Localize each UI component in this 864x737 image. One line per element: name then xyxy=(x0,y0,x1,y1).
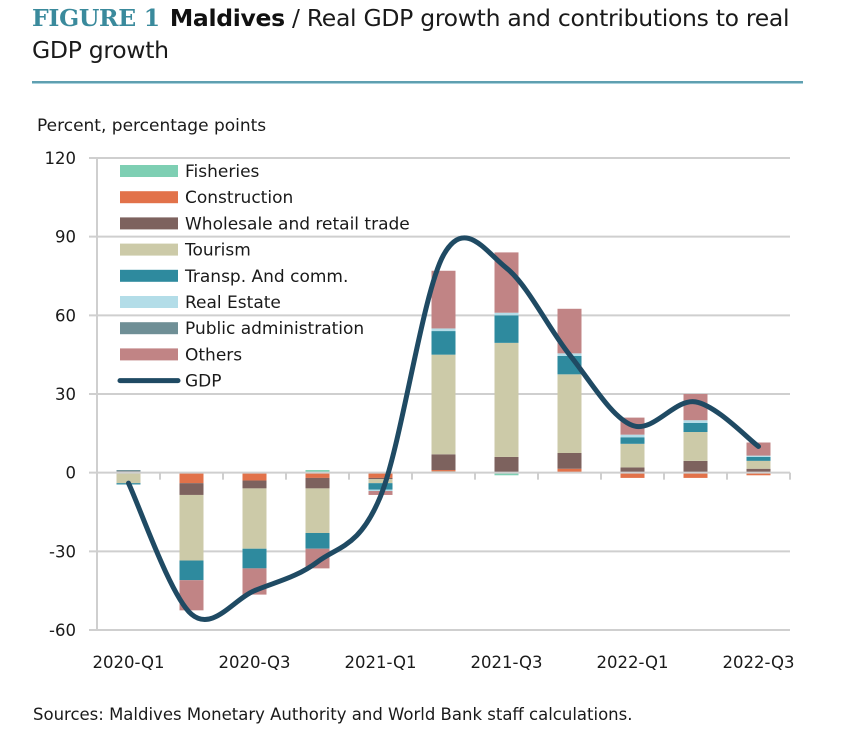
legend-label: Construction xyxy=(185,188,293,208)
legend-label: Wholesale and retail trade xyxy=(185,214,410,234)
bar-segment xyxy=(494,472,519,476)
y-axis-units: Percent, percentage points xyxy=(37,116,267,136)
bar-segment xyxy=(179,494,204,561)
bar-segment xyxy=(242,480,267,489)
y-tick-labels: 120 90 60 30 0 -30 -60 xyxy=(45,149,77,640)
legend-label: Others xyxy=(185,345,242,365)
legend-label: Transp. And comm. xyxy=(184,267,348,287)
y-tick-label: 120 xyxy=(45,149,77,168)
bar-segment xyxy=(179,472,204,484)
legend-swatch xyxy=(120,191,178,204)
bar-segment xyxy=(116,472,141,484)
bar-segment xyxy=(557,468,582,473)
x-tick-label: 2022-Q3 xyxy=(722,653,794,672)
bar-segment xyxy=(746,456,771,461)
bar-segment xyxy=(620,467,645,473)
x-tick-labels: 2020-Q1 2020-Q3 2021-Q1 2021-Q3 2022-Q1 2022-… xyxy=(92,653,794,672)
legend-swatch xyxy=(120,243,178,256)
x-tick-label: 2021-Q3 xyxy=(470,653,542,672)
axes xyxy=(89,158,791,630)
figure-subtitle: Real GDP growth and contributions to rea… xyxy=(32,4,790,64)
bar-segment xyxy=(746,442,771,456)
bar-segment xyxy=(368,477,393,480)
bar-segment xyxy=(683,420,708,423)
legend-label: Fisheries xyxy=(185,162,260,182)
bar-segment xyxy=(683,432,708,461)
bar-segment xyxy=(494,315,519,343)
bar-segment xyxy=(305,477,330,489)
bar-segment xyxy=(431,331,456,355)
bar-segment xyxy=(557,453,582,469)
legend-label: Real Estate xyxy=(185,293,281,313)
bar-segment xyxy=(494,456,519,473)
figure-country: Maldives xyxy=(169,4,285,32)
legend-label: GDP xyxy=(185,372,222,392)
x-tick-label: 2020-Q1 xyxy=(92,653,164,672)
y-tick-label: 30 xyxy=(55,385,76,404)
bar-segment xyxy=(179,560,204,581)
bar-segment xyxy=(242,472,267,481)
bar-segment xyxy=(494,312,519,316)
y-tick-label: 60 xyxy=(55,306,76,325)
bar-segment xyxy=(431,354,456,455)
x-tick-label: 2022-Q1 xyxy=(596,653,668,672)
bar-segment xyxy=(557,374,582,453)
figure-separator: / xyxy=(284,4,307,32)
bar-segment xyxy=(305,470,330,473)
bar-segment xyxy=(368,472,393,478)
x-tick-label: 2020-Q3 xyxy=(218,653,290,672)
y-tick-label: -60 xyxy=(49,621,76,640)
legend-swatch xyxy=(120,269,178,282)
bar-segment xyxy=(368,483,393,490)
y-tick-label: 0 xyxy=(66,464,77,483)
bar-segment xyxy=(620,472,645,478)
bars xyxy=(116,252,771,611)
bar-segment xyxy=(494,342,519,457)
legend-swatch xyxy=(120,296,178,308)
bar-segment xyxy=(116,470,141,472)
bar-segment xyxy=(305,488,330,533)
bar-segment xyxy=(431,328,456,332)
bar-segment xyxy=(242,548,267,569)
title-divider xyxy=(32,81,803,84)
bar-segment xyxy=(683,472,708,478)
bar-segment xyxy=(305,472,330,478)
bar-segment xyxy=(620,434,645,438)
bar-segment xyxy=(431,470,456,472)
bar-segment xyxy=(242,488,267,549)
figure-label: FIGURE 1 xyxy=(32,4,160,32)
bar-segment xyxy=(683,394,708,421)
y-tick-label: 90 xyxy=(55,228,76,247)
legend-label: Tourism xyxy=(184,241,251,261)
legend-swatch xyxy=(120,348,178,361)
gdp-line xyxy=(126,235,761,623)
gdp-line-group xyxy=(126,235,761,623)
bar-segment xyxy=(179,483,204,495)
legend-swatch xyxy=(120,322,178,335)
legend-label: Public administration xyxy=(185,319,364,339)
bar-segment xyxy=(368,479,393,484)
bar-segment xyxy=(746,468,771,473)
bar-segment xyxy=(431,454,456,471)
bar-segment xyxy=(746,460,771,469)
bar-segment xyxy=(683,460,708,473)
legend-swatch xyxy=(120,217,178,230)
x-tick-label: 2021-Q1 xyxy=(344,653,416,672)
bar-segment xyxy=(683,422,708,433)
legend-swatch xyxy=(120,165,178,177)
legend: Fisheries Construction Wholesale and retai… xyxy=(117,162,410,392)
source-note: Sources: Maldives Monetary Authority and… xyxy=(33,705,633,724)
figure-title: FIGURE 1 Maldives / Real GDP growth and c… xyxy=(32,2,822,66)
y-tick-label: -30 xyxy=(49,542,76,561)
bar-segment xyxy=(746,455,771,457)
bar-segment xyxy=(620,437,645,444)
bar-segment xyxy=(620,443,645,468)
bar-segment xyxy=(305,532,330,549)
bar-segment xyxy=(746,472,771,476)
